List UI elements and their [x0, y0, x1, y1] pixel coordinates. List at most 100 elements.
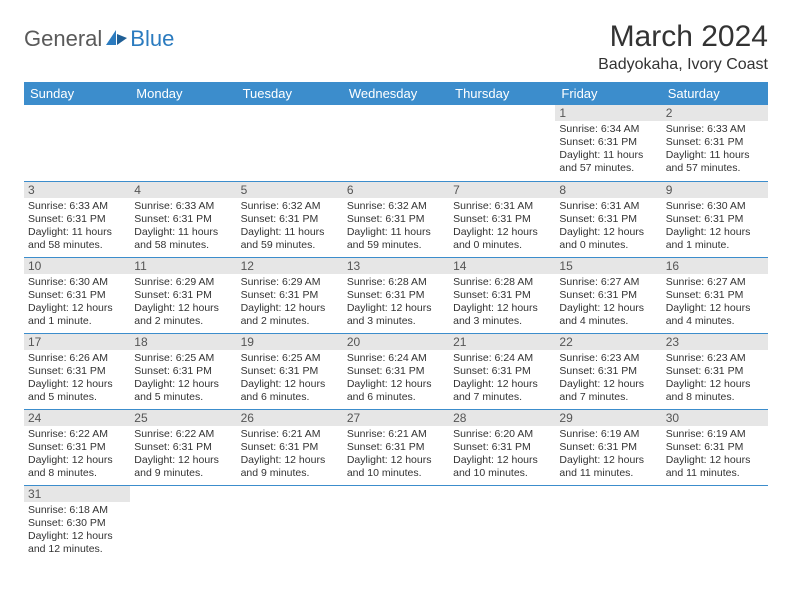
sunrise-text: Sunrise: 6:22 AM [28, 428, 126, 441]
day-details: Sunrise: 6:25 AMSunset: 6:31 PMDaylight:… [237, 350, 343, 407]
day-number: 21 [449, 334, 555, 350]
day-details: Sunrise: 6:26 AMSunset: 6:31 PMDaylight:… [24, 350, 130, 407]
logo: General Blue [24, 20, 174, 52]
sunset-text: Sunset: 6:31 PM [453, 441, 551, 454]
calendar-table: SundayMondayTuesdayWednesdayThursdayFrid… [24, 82, 768, 561]
day-number: 29 [555, 410, 661, 426]
weekday-header: Tuesday [237, 82, 343, 105]
day-number: 23 [662, 334, 768, 350]
sunrise-text: Sunrise: 6:30 AM [28, 276, 126, 289]
day-details: Sunrise: 6:33 AMSunset: 6:31 PMDaylight:… [24, 198, 130, 255]
sunrise-text: Sunrise: 6:33 AM [666, 123, 764, 136]
day-number: 25 [130, 410, 236, 426]
day-number: 5 [237, 182, 343, 198]
daylight-text: Daylight: 12 hours and 9 minutes. [241, 454, 339, 480]
daylight-text: Daylight: 11 hours and 58 minutes. [134, 226, 232, 252]
sunset-text: Sunset: 6:31 PM [559, 441, 657, 454]
day-number: 11 [130, 258, 236, 274]
day-details: Sunrise: 6:20 AMSunset: 6:31 PMDaylight:… [449, 426, 555, 483]
daylight-text: Daylight: 11 hours and 59 minutes. [347, 226, 445, 252]
daylight-text: Daylight: 12 hours and 11 minutes. [666, 454, 764, 480]
day-number: 27 [343, 410, 449, 426]
daylight-text: Daylight: 12 hours and 7 minutes. [559, 378, 657, 404]
calendar-day-cell: 31Sunrise: 6:18 AMSunset: 6:30 PMDayligh… [24, 485, 130, 561]
calendar-week-row: 31Sunrise: 6:18 AMSunset: 6:30 PMDayligh… [24, 485, 768, 561]
sunrise-text: Sunrise: 6:28 AM [347, 276, 445, 289]
sunset-text: Sunset: 6:31 PM [347, 289, 445, 302]
daylight-text: Daylight: 12 hours and 5 minutes. [134, 378, 232, 404]
sunset-text: Sunset: 6:31 PM [134, 289, 232, 302]
sunrise-text: Sunrise: 6:26 AM [28, 352, 126, 365]
logo-text-blue: Blue [130, 26, 174, 52]
sunrise-text: Sunrise: 6:31 AM [559, 200, 657, 213]
sail-icon [104, 26, 128, 44]
day-number: 6 [343, 182, 449, 198]
weekday-header: Saturday [662, 82, 768, 105]
sunset-text: Sunset: 6:31 PM [241, 365, 339, 378]
sunset-text: Sunset: 6:31 PM [241, 441, 339, 454]
calendar-day-cell [449, 105, 555, 181]
calendar-day-cell [449, 485, 555, 561]
sunrise-text: Sunrise: 6:24 AM [453, 352, 551, 365]
calendar-day-cell: 8Sunrise: 6:31 AMSunset: 6:31 PMDaylight… [555, 181, 661, 257]
day-details: Sunrise: 6:27 AMSunset: 6:31 PMDaylight:… [662, 274, 768, 331]
daylight-text: Daylight: 12 hours and 5 minutes. [28, 378, 126, 404]
sunset-text: Sunset: 6:31 PM [666, 136, 764, 149]
sunset-text: Sunset: 6:31 PM [241, 289, 339, 302]
day-number: 3 [24, 182, 130, 198]
day-number: 8 [555, 182, 661, 198]
daylight-text: Daylight: 12 hours and 8 minutes. [666, 378, 764, 404]
calendar-day-cell [237, 105, 343, 181]
calendar-day-cell: 6Sunrise: 6:32 AMSunset: 6:31 PMDaylight… [343, 181, 449, 257]
calendar-day-cell: 29Sunrise: 6:19 AMSunset: 6:31 PMDayligh… [555, 409, 661, 485]
sunset-text: Sunset: 6:31 PM [347, 441, 445, 454]
calendar-day-cell: 18Sunrise: 6:25 AMSunset: 6:31 PMDayligh… [130, 333, 236, 409]
calendar-day-cell: 23Sunrise: 6:23 AMSunset: 6:31 PMDayligh… [662, 333, 768, 409]
daylight-text: Daylight: 11 hours and 57 minutes. [559, 149, 657, 175]
day-details: Sunrise: 6:31 AMSunset: 6:31 PMDaylight:… [555, 198, 661, 255]
calendar-day-cell [237, 485, 343, 561]
daylight-text: Daylight: 12 hours and 1 minute. [666, 226, 764, 252]
calendar-day-cell: 7Sunrise: 6:31 AMSunset: 6:31 PMDaylight… [449, 181, 555, 257]
day-number: 17 [24, 334, 130, 350]
calendar-day-cell [24, 105, 130, 181]
day-details: Sunrise: 6:24 AMSunset: 6:31 PMDaylight:… [449, 350, 555, 407]
calendar-day-cell: 22Sunrise: 6:23 AMSunset: 6:31 PMDayligh… [555, 333, 661, 409]
sunset-text: Sunset: 6:31 PM [134, 213, 232, 226]
day-details: Sunrise: 6:34 AMSunset: 6:31 PMDaylight:… [555, 121, 661, 178]
calendar-day-cell: 26Sunrise: 6:21 AMSunset: 6:31 PMDayligh… [237, 409, 343, 485]
daylight-text: Daylight: 12 hours and 7 minutes. [453, 378, 551, 404]
day-details: Sunrise: 6:29 AMSunset: 6:31 PMDaylight:… [237, 274, 343, 331]
sunset-text: Sunset: 6:31 PM [28, 289, 126, 302]
sunrise-text: Sunrise: 6:32 AM [241, 200, 339, 213]
day-number: 19 [237, 334, 343, 350]
daylight-text: Daylight: 12 hours and 6 minutes. [347, 378, 445, 404]
sunset-text: Sunset: 6:31 PM [28, 213, 126, 226]
calendar-day-cell: 28Sunrise: 6:20 AMSunset: 6:31 PMDayligh… [449, 409, 555, 485]
calendar-day-cell: 17Sunrise: 6:26 AMSunset: 6:31 PMDayligh… [24, 333, 130, 409]
day-details: Sunrise: 6:28 AMSunset: 6:31 PMDaylight:… [449, 274, 555, 331]
daylight-text: Daylight: 12 hours and 4 minutes. [559, 302, 657, 328]
sunrise-text: Sunrise: 6:34 AM [559, 123, 657, 136]
sunrise-text: Sunrise: 6:29 AM [241, 276, 339, 289]
sunset-text: Sunset: 6:31 PM [28, 365, 126, 378]
sunset-text: Sunset: 6:31 PM [453, 289, 551, 302]
calendar-page: General Blue March 2024 Badyokaha, Ivory… [0, 0, 792, 581]
day-details: Sunrise: 6:21 AMSunset: 6:31 PMDaylight:… [237, 426, 343, 483]
calendar-body: 1Sunrise: 6:34 AMSunset: 6:31 PMDaylight… [24, 105, 768, 561]
daylight-text: Daylight: 12 hours and 10 minutes. [347, 454, 445, 480]
day-number: 26 [237, 410, 343, 426]
sunrise-text: Sunrise: 6:23 AM [666, 352, 764, 365]
sunrise-text: Sunrise: 6:20 AM [453, 428, 551, 441]
day-details: Sunrise: 6:21 AMSunset: 6:31 PMDaylight:… [343, 426, 449, 483]
sunset-text: Sunset: 6:31 PM [666, 213, 764, 226]
day-details: Sunrise: 6:25 AMSunset: 6:31 PMDaylight:… [130, 350, 236, 407]
day-number: 22 [555, 334, 661, 350]
calendar-day-cell: 20Sunrise: 6:24 AMSunset: 6:31 PMDayligh… [343, 333, 449, 409]
day-number: 18 [130, 334, 236, 350]
daylight-text: Daylight: 12 hours and 10 minutes. [453, 454, 551, 480]
calendar-header-row: SundayMondayTuesdayWednesdayThursdayFrid… [24, 82, 768, 105]
sunset-text: Sunset: 6:31 PM [453, 365, 551, 378]
day-number: 7 [449, 182, 555, 198]
sunrise-text: Sunrise: 6:19 AM [666, 428, 764, 441]
